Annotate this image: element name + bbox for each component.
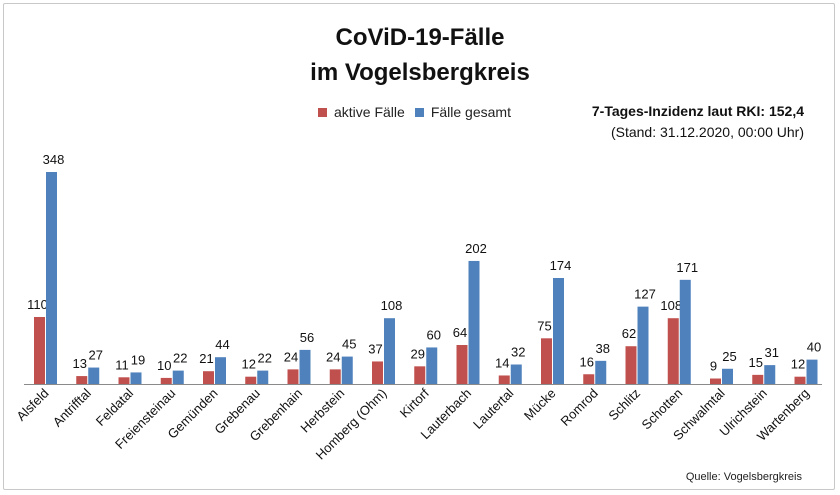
source-note: Quelle: Vogelsbergkreis bbox=[685, 471, 802, 483]
bar-total bbox=[679, 279, 691, 384]
data-label-total: 348 bbox=[43, 152, 65, 167]
data-label-active: 21 bbox=[199, 351, 213, 366]
incidence-note: 7-Tages-Inzidenz laut RKI: 152,4 (Stand:… bbox=[592, 101, 804, 143]
data-label-total: 127 bbox=[634, 287, 656, 302]
data-label-total: 60 bbox=[427, 327, 441, 342]
bar-active bbox=[160, 377, 172, 384]
bar-active bbox=[245, 376, 257, 384]
data-label-total: 45 bbox=[342, 337, 356, 352]
chart-title: CoViD-19-Fälle im Vogelsbergkreis bbox=[0, 20, 840, 90]
legend-swatch-total bbox=[414, 107, 424, 117]
bar-active bbox=[34, 316, 45, 384]
bar-total bbox=[595, 360, 607, 384]
legend-item-total: Fälle gesamt bbox=[414, 104, 511, 120]
data-label-active: 29 bbox=[411, 346, 425, 361]
category-label: Kirtorf bbox=[397, 385, 432, 420]
data-label-total: 44 bbox=[215, 337, 229, 352]
category-label: Alsfeld bbox=[13, 386, 51, 424]
legend-swatch-active bbox=[318, 107, 327, 117]
data-label-active: 13 bbox=[73, 356, 87, 371]
bar-total bbox=[384, 318, 395, 384]
data-label-total: 19 bbox=[131, 352, 145, 367]
data-label-active: 62 bbox=[622, 326, 636, 341]
chart-frame bbox=[3, 3, 835, 490]
category-label: Schlitz bbox=[605, 386, 643, 424]
incidence-value: 7-Tages-Inzidenz laut RKI: 152,4 bbox=[591, 103, 804, 119]
data-label-active: 12 bbox=[242, 357, 256, 372]
data-label-total: 202 bbox=[465, 241, 487, 256]
bar-total bbox=[764, 365, 776, 384]
bar-total bbox=[806, 359, 818, 384]
data-label-total: 40 bbox=[807, 340, 821, 355]
data-label-active: 14 bbox=[495, 355, 509, 370]
data-label-total: 31 bbox=[765, 345, 779, 360]
bar-active bbox=[794, 376, 806, 384]
bar-total bbox=[257, 370, 269, 384]
bar-total bbox=[130, 372, 142, 384]
bar-active bbox=[329, 369, 341, 384]
data-label-active: 12 bbox=[791, 357, 805, 372]
data-label-total: 22 bbox=[173, 351, 187, 366]
data-label-active: 37 bbox=[368, 341, 382, 356]
category-label: Lautertal bbox=[470, 385, 516, 431]
data-label-active: 10 bbox=[157, 358, 171, 373]
category-label: Antrifftal bbox=[50, 385, 94, 429]
data-label-total: 56 bbox=[300, 330, 314, 345]
data-label-active: 9 bbox=[710, 359, 717, 374]
data-label-active: 24 bbox=[284, 349, 298, 364]
data-label-active: 64 bbox=[453, 325, 467, 340]
bar-active bbox=[118, 377, 130, 384]
bar-active bbox=[583, 374, 595, 384]
bar-total bbox=[426, 347, 438, 384]
bar-active bbox=[541, 338, 552, 384]
data-label-total: 38 bbox=[596, 341, 610, 356]
bar-active bbox=[456, 345, 468, 384]
bar-total bbox=[553, 278, 564, 384]
bar-total bbox=[215, 357, 226, 384]
data-label-total: 171 bbox=[676, 260, 698, 275]
data-label-active: 110 bbox=[27, 297, 48, 312]
bar-active bbox=[625, 346, 637, 384]
bar-active bbox=[76, 376, 88, 384]
bar-total bbox=[468, 260, 480, 384]
chart-legend: aktive Fälle Fälle gesamt bbox=[318, 104, 511, 120]
data-label-active: 11 bbox=[115, 357, 129, 372]
bar-total bbox=[510, 364, 522, 384]
bar-active bbox=[203, 371, 214, 384]
chart-title-line-2: im Vogelsbergkreis bbox=[310, 59, 530, 86]
bar-total bbox=[722, 368, 733, 384]
bar-active bbox=[287, 369, 299, 384]
bar-active bbox=[710, 378, 721, 384]
data-label-active: 108 bbox=[660, 298, 682, 313]
data-label-active: 75 bbox=[537, 318, 551, 333]
bar-total bbox=[637, 306, 649, 384]
data-label-total: 27 bbox=[89, 348, 103, 363]
category-label: Mücke bbox=[521, 386, 559, 424]
bar-active bbox=[498, 375, 510, 384]
category-label: Romrod bbox=[558, 386, 601, 429]
legend-item-active: aktive Fälle bbox=[318, 104, 405, 120]
data-label-active: 15 bbox=[749, 355, 763, 370]
bar-total bbox=[88, 367, 100, 384]
data-label-total: 25 bbox=[722, 349, 736, 364]
bar-total bbox=[172, 370, 184, 384]
data-label-total: 174 bbox=[550, 258, 572, 273]
bar-total bbox=[46, 172, 57, 384]
bar-active bbox=[372, 361, 383, 384]
data-label-total: 32 bbox=[511, 345, 525, 360]
bar-total bbox=[341, 356, 353, 384]
bar-active bbox=[752, 374, 764, 384]
legend-label-active: aktive Fälle bbox=[334, 104, 405, 120]
incidence-date: (Stand: 31.12.2020, 00:00 Uhr) bbox=[610, 124, 804, 140]
data-label-active: 24 bbox=[326, 349, 340, 364]
data-label-total: 22 bbox=[258, 351, 272, 366]
chart-title-line-1: CoViD-19-Fälle bbox=[335, 24, 505, 51]
bar-active bbox=[667, 318, 679, 384]
legend-label-total: Fälle gesamt bbox=[430, 104, 511, 120]
bar-total bbox=[299, 349, 311, 384]
bar-active bbox=[414, 366, 426, 384]
data-label-active: 16 bbox=[580, 354, 594, 369]
data-label-total: 108 bbox=[381, 298, 403, 313]
